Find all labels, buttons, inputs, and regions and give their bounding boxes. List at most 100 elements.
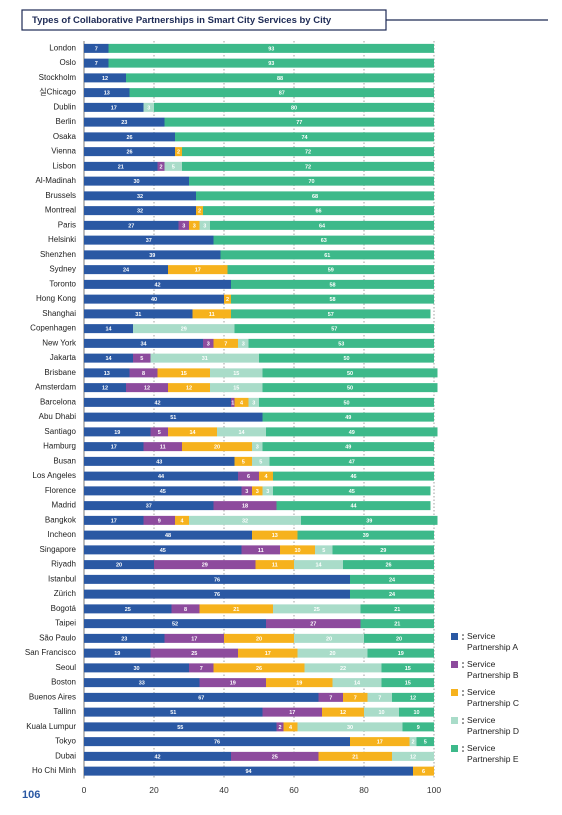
bar-segment	[84, 383, 126, 393]
value-label: 7	[95, 46, 98, 52]
value-label: 88	[277, 76, 283, 82]
value-label: 7	[329, 695, 332, 701]
value-label: 12	[340, 710, 346, 716]
value-label: 3	[182, 223, 185, 229]
bar-segment	[199, 220, 210, 230]
value-label: 72	[305, 150, 311, 156]
bar-segment	[84, 589, 350, 599]
value-label: 10	[413, 710, 419, 716]
y-tick-label: Seoul	[56, 663, 77, 672]
value-label: 44	[350, 504, 357, 510]
bar-segment	[175, 515, 189, 525]
bar-segment	[234, 324, 434, 334]
value-label: 43	[156, 459, 162, 465]
value-label: 31	[135, 312, 141, 318]
value-label: 7	[95, 61, 98, 67]
x-tick-label: 100	[427, 785, 441, 795]
y-tick-label: Montreal	[45, 206, 76, 215]
legend-colon	[462, 634, 464, 636]
bar-segment	[392, 692, 434, 702]
bar-segment	[143, 442, 182, 452]
bar-segment	[192, 309, 231, 319]
bar-segment	[276, 722, 284, 732]
value-label: 94	[245, 769, 252, 775]
value-label: 17	[265, 651, 271, 657]
bar-segment	[168, 427, 217, 437]
bar-segment	[350, 589, 434, 599]
bar-segment	[84, 353, 133, 363]
value-label: 3	[252, 400, 255, 406]
value-label: 19	[114, 430, 120, 436]
bar-segment	[392, 751, 434, 761]
bar-segment	[108, 43, 434, 53]
value-label: 32	[137, 209, 143, 215]
value-label: 13	[104, 91, 110, 97]
bar-segment	[343, 692, 368, 702]
value-label: 45	[160, 548, 166, 554]
value-label: 3	[203, 223, 206, 229]
value-label: 25	[191, 651, 197, 657]
legend-swatch	[451, 633, 458, 640]
value-label: 25	[272, 754, 278, 760]
bar-segment	[84, 58, 109, 68]
value-label: 24	[389, 577, 396, 583]
value-label: 3	[207, 341, 210, 347]
bar-segment	[266, 678, 333, 688]
bar-segment	[213, 338, 238, 348]
bar-segment	[196, 191, 434, 201]
bar-segment	[304, 663, 382, 673]
bar-segment	[381, 663, 434, 673]
x-tick-label: 60	[289, 785, 299, 795]
value-label: 93	[268, 61, 274, 67]
legend-colon	[462, 694, 464, 696]
value-label: 17	[195, 268, 201, 274]
value-label: 6	[422, 769, 425, 775]
bar-segment	[252, 486, 263, 496]
bar-segment	[84, 545, 242, 555]
bar-segment	[280, 545, 315, 555]
bar-segment	[234, 456, 252, 466]
bar-segment	[350, 737, 410, 747]
value-label: 12	[102, 76, 108, 82]
value-label: 13	[272, 533, 278, 539]
legend-colon	[462, 638, 464, 640]
bar-segment	[332, 678, 382, 688]
bar-segment	[238, 338, 249, 348]
value-label: 30	[133, 179, 139, 185]
value-label: 42	[154, 754, 160, 760]
bar-segment	[126, 383, 168, 393]
bar-segment	[322, 707, 364, 717]
bar-segment	[168, 383, 210, 393]
bar-segment	[84, 132, 175, 142]
value-label: 29	[202, 563, 208, 569]
y-tick-label: Lisbon	[52, 161, 76, 170]
bar-segment	[213, 501, 277, 511]
bar-segment	[409, 737, 417, 747]
y-tick-label: Boston	[51, 678, 76, 687]
bar-segment	[367, 648, 434, 658]
value-label: 49	[345, 415, 351, 421]
bar-segment	[84, 250, 221, 260]
y-tick-label: Abu Dhabi	[39, 412, 77, 421]
value-label: 59	[328, 268, 334, 274]
bar-segment	[381, 678, 434, 688]
value-label: 8	[142, 371, 145, 377]
bar-segment	[248, 397, 259, 407]
y-tick-label: New York	[42, 338, 77, 347]
bar-segment	[252, 456, 270, 466]
bar-segment	[238, 471, 259, 481]
value-label: 93	[268, 46, 274, 52]
legend-colon	[462, 750, 464, 752]
bar-segment	[301, 515, 438, 525]
y-tick-label: Shanghai	[42, 309, 76, 318]
value-label: 30	[347, 725, 353, 731]
bar-segment	[294, 633, 364, 643]
value-label: 3	[245, 489, 248, 495]
value-label: 9	[158, 518, 161, 524]
y-tick-label: Dubai	[55, 751, 76, 760]
bar-segment	[241, 486, 252, 496]
legend-label: Service Partnership C	[467, 687, 519, 708]
bar-segment	[196, 206, 203, 216]
y-tick-label: Santiago	[44, 427, 76, 436]
bar-segment	[364, 707, 399, 717]
